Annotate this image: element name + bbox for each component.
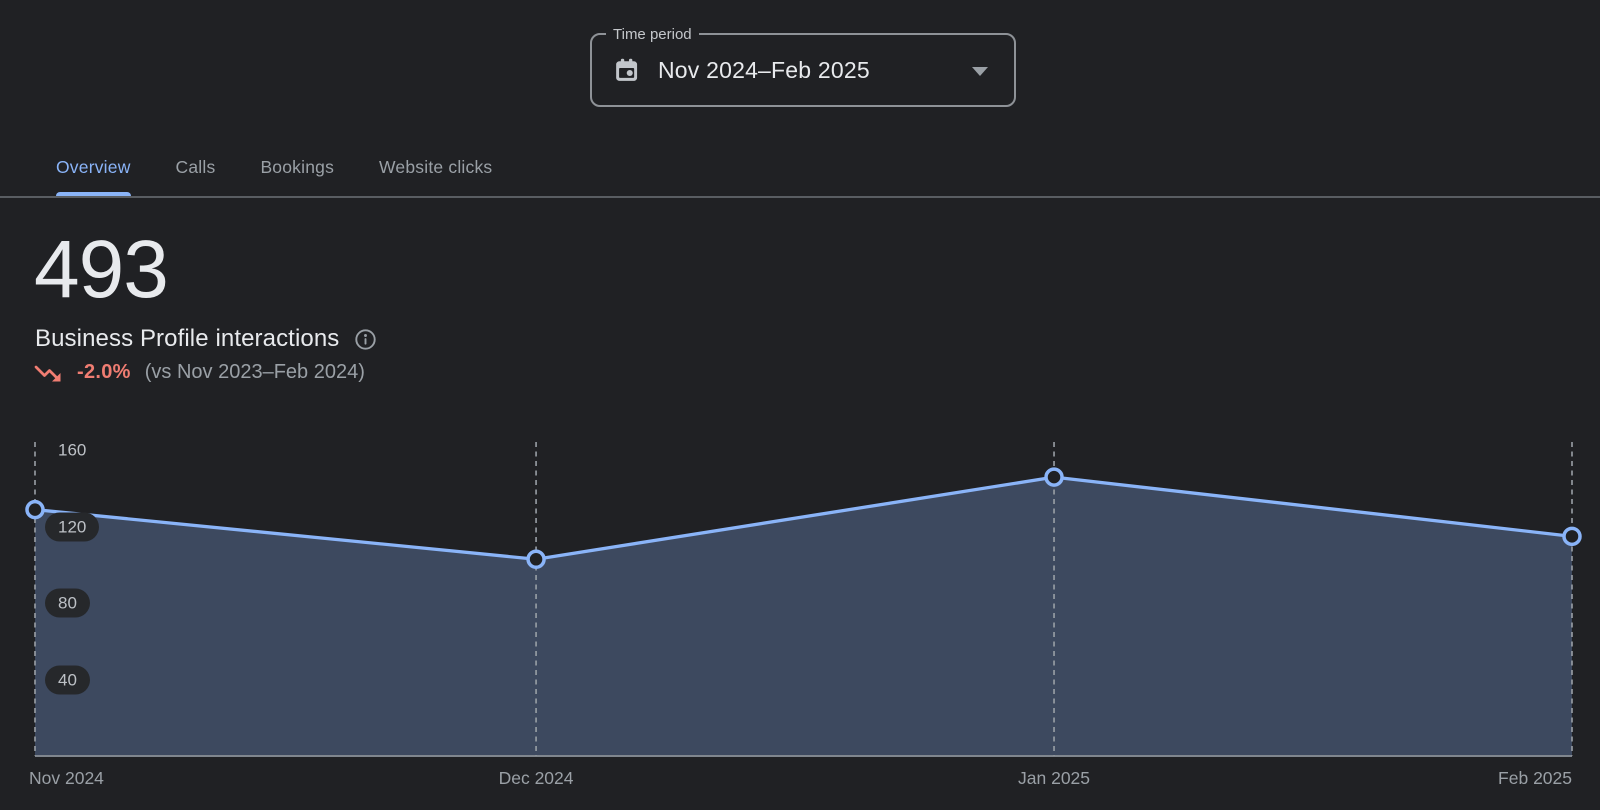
x-axis-label-feb-2025: Feb 2025	[1498, 768, 1572, 788]
data-point-dec-2024[interactable]	[526, 549, 546, 570]
time-period-select[interactable]: Time period Nov 2024–Feb 2025	[590, 25, 1016, 107]
y-axis-tick-40: 40	[45, 665, 90, 695]
trending-down-icon	[34, 365, 61, 381]
tab-overview-label: Overview	[56, 156, 131, 177]
active-tab-underline	[56, 192, 131, 196]
metric-title-row: Business Profile interactions	[35, 325, 377, 353]
chart-canvas	[25, 442, 1582, 757]
y-axis-tick-160: 160	[58, 440, 87, 460]
metric-total-value: 493	[34, 224, 169, 315]
trend-row: -2.0% (vs Nov 2023–Feb 2024)	[34, 361, 365, 384]
tab-bar-divider	[0, 196, 1600, 198]
interactions-chart: 40 80 120 160 Nov 2024 Dec 2024 Jan 2025 Feb 2…	[0, 420, 1600, 810]
tab-website-clicks[interactable]: Website clicks	[379, 138, 492, 196]
chart-area-fill	[35, 477, 1572, 756]
y-axis-tick-120: 120	[45, 512, 100, 542]
calendar-icon	[616, 58, 638, 81]
x-axis-label-dec-2024: Dec 2024	[498, 768, 574, 788]
data-point-jan-2025[interactable]	[1044, 467, 1064, 487]
x-axis-label-nov-2024: Nov 2024	[29, 768, 104, 788]
info-icon[interactable]	[354, 328, 377, 351]
trend-comparison-label: (vs Nov 2023–Feb 2024)	[144, 361, 365, 383]
data-point-feb-2025[interactable]	[1562, 526, 1582, 547]
x-axis-label-jan-2025: Jan 2025	[1018, 768, 1091, 788]
trend-change-value: -2.0%	[77, 361, 131, 383]
tab-calls-label: Calls	[175, 156, 216, 177]
metric-title: Business Profile interactions	[35, 325, 340, 352]
tab-overview[interactable]: Overview	[56, 138, 131, 196]
time-period-label: Time period	[606, 25, 699, 44]
time-period-value: Nov 2024–Feb 2025	[658, 56, 870, 83]
dropdown-caret-icon	[972, 67, 988, 76]
tab-website-clicks-label: Website clicks	[379, 156, 493, 177]
y-axis-tick-80: 80	[45, 588, 90, 618]
data-point-nov-2024[interactable]	[25, 499, 45, 520]
tab-bookings[interactable]: Bookings	[260, 138, 334, 196]
tab-bar: Overview Calls Bookings Website clicks	[56, 138, 492, 196]
tab-bookings-label: Bookings	[260, 156, 335, 177]
tab-calls[interactable]: Calls	[176, 138, 216, 196]
trend-line	[34, 475, 1573, 561]
